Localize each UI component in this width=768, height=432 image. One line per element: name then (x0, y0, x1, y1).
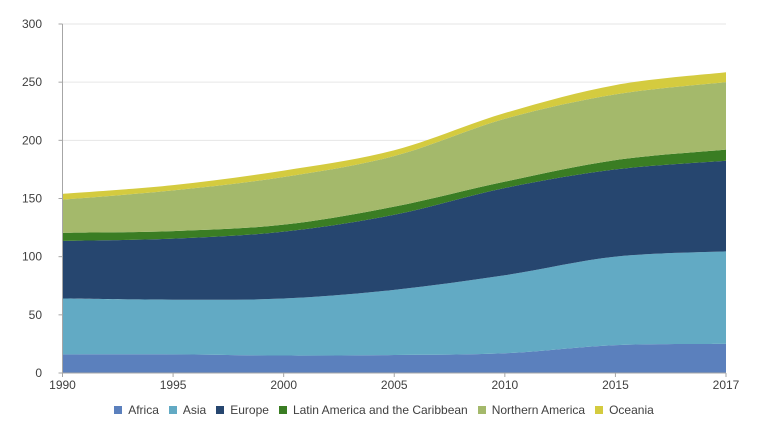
legend-item: Oceania (595, 403, 654, 417)
legend-swatch (477, 406, 486, 414)
area-layers (62, 72, 726, 373)
legend-label: Latin America and the Caribbean (292, 403, 468, 417)
legend-item: Asia (168, 403, 207, 417)
legend-item: Europe (216, 403, 269, 417)
legend-item: Northern America (477, 403, 586, 417)
legend-swatch (114, 406, 123, 414)
x-tick-label: 2015 (602, 378, 629, 392)
area-europe (62, 160, 726, 300)
x-tick-label: 2000 (270, 378, 297, 392)
area-oceania (62, 72, 726, 200)
y-tick-label: 150 (22, 192, 42, 206)
y-tick-label: 200 (22, 133, 42, 147)
area-latin-america-and-the-caribbean (62, 149, 726, 241)
x-tick-label: 1990 (49, 378, 76, 392)
y-tick-label: 0 (35, 366, 42, 380)
legend-label: Africa (128, 403, 159, 417)
legend-item: Africa (114, 403, 159, 417)
x-axis-ticks: 1990 1995 2000 2005 2010 2015 2017 (49, 373, 740, 392)
y-tick-label: 250 (22, 75, 42, 89)
area-northern-america (62, 82, 726, 233)
x-tick-label: 1995 (160, 378, 187, 392)
legend-swatch (278, 406, 287, 414)
legend-label: Northern America (491, 403, 586, 417)
x-tick-label: 2005 (381, 378, 408, 392)
y-tick-label: 50 (29, 308, 43, 322)
area-africa (62, 343, 726, 373)
area-asia (62, 251, 726, 356)
legend-item: Latin America and the Caribbean (278, 403, 468, 417)
legend-swatch (595, 406, 604, 414)
legend: Africa Asia Europe Latin America and the Ca… (0, 403, 768, 417)
stacked-area-chart: 0 50 100 150 200 250 300 1990 1995 2000 2005 2010 2… (22, 17, 740, 392)
legend-label: Oceania (609, 403, 654, 417)
y-tick-label: 300 (22, 17, 42, 31)
legend-swatch (168, 406, 177, 414)
x-tick-label: 2010 (491, 378, 518, 392)
legend-swatch (216, 406, 225, 414)
y-tick-label: 100 (22, 250, 42, 264)
legend-label: Asia (182, 403, 207, 417)
legend-label: Europe (230, 403, 269, 417)
x-tick-label: 2017 (713, 378, 740, 392)
y-axis-ticks: 0 50 100 150 200 250 300 (22, 17, 63, 380)
